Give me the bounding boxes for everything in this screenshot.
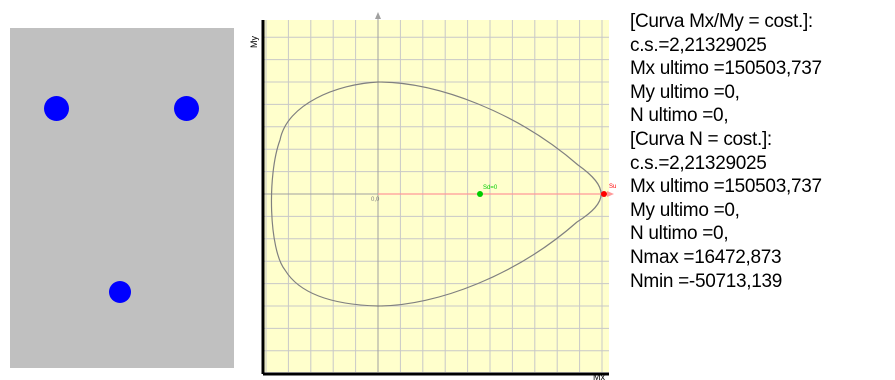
ultimate-point-marker — [601, 191, 607, 197]
concrete-section — [10, 28, 234, 368]
result-line: c.s.=2,21329025 — [630, 152, 767, 174]
y-axis-arrow — [375, 12, 381, 19]
interaction-diagram-svg: Sd=0 Su 0,0 My Mx — [249, 12, 616, 380]
interaction-diagram: Sd=0 Su 0,0 My Mx — [247, 0, 627, 380]
load-line-arrow — [607, 191, 614, 197]
result-line: [Curva N = cost.]: — [630, 128, 772, 150]
origin-label: 0,0 — [371, 197, 380, 203]
result-line: N ultimo =0, — [630, 105, 729, 127]
result-line: My ultimo =0, — [630, 199, 740, 221]
result-line: Mx ultimo =150503,737 — [630, 58, 822, 80]
result-line: Mx ultimo =150503,737 — [630, 176, 822, 198]
plot-background — [263, 20, 609, 372]
result-line: Nmin =-50713,139 — [630, 270, 783, 292]
rebar-top-right — [174, 96, 199, 121]
rebar-bottom — [109, 281, 131, 303]
result-line: My ultimo =0, — [630, 81, 740, 103]
y-axis-label: My — [249, 36, 259, 48]
design-point-marker — [477, 191, 483, 197]
grid — [263, 20, 609, 372]
result-line: Nmax =16472,873 — [630, 246, 782, 268]
result-line: N ultimo =0, — [630, 223, 729, 245]
rebar-top-left — [44, 96, 69, 121]
x-axis-label: Mx — [593, 372, 605, 380]
section-view — [0, 0, 245, 380]
interaction-domain-curve — [270, 81, 602, 307]
design-point-label: Sd=0 — [483, 185, 498, 191]
results-panel: [Curva Mx/My = cost.]: c.s.=2,21329025 Mx … — [630, 10, 895, 380]
result-line: c.s.=2,21329025 — [630, 34, 767, 56]
result-line: [Curva Mx/My = cost.]: — [630, 11, 813, 32]
ultimate-point-label: Su — [609, 184, 616, 190]
